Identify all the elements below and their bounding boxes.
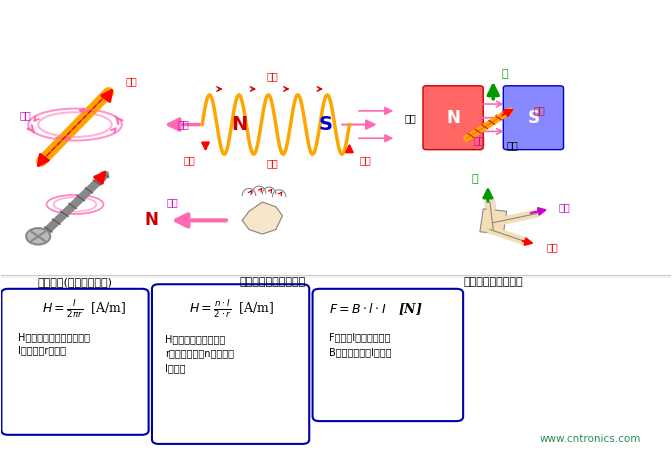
- Polygon shape: [243, 202, 282, 234]
- Text: 电流: 电流: [360, 155, 371, 165]
- FancyBboxPatch shape: [1, 289, 149, 435]
- FancyBboxPatch shape: [503, 86, 564, 150]
- Text: 磁通: 磁通: [166, 197, 178, 207]
- Text: 磁通: 磁通: [474, 135, 486, 146]
- Text: 线圈因电流产生的磁通: 线圈因电流产生的磁通: [239, 277, 306, 287]
- Text: F：力，I：导线的长度: F：力，I：导线的长度: [329, 332, 390, 341]
- Text: H：中心的磁场强度、: H：中心的磁场强度、: [165, 334, 226, 344]
- Text: r：线圈半径、n：匝数、: r：线圈半径、n：匝数、: [165, 348, 235, 358]
- Text: www.cntronics.com: www.cntronics.com: [540, 434, 641, 444]
- Text: 磁通: 磁通: [19, 111, 32, 120]
- Text: 电流: 电流: [125, 76, 137, 86]
- FancyBboxPatch shape: [152, 284, 309, 444]
- Text: B：磁通密度，I：电流: B：磁通密度，I：电流: [329, 347, 392, 357]
- Text: N: N: [446, 109, 460, 127]
- Text: $F=B \cdot l \cdot I$   [N]: $F=B \cdot l \cdot I$ [N]: [329, 302, 423, 317]
- Text: N: N: [231, 115, 247, 134]
- Text: 磁铁: 磁铁: [405, 113, 417, 123]
- Text: 电流: 电流: [183, 155, 196, 165]
- Text: 力: 力: [472, 174, 478, 185]
- Text: 磁通: 磁通: [177, 119, 189, 129]
- Text: 导线: 导线: [507, 140, 518, 150]
- Text: N: N: [144, 212, 159, 230]
- Circle shape: [26, 228, 50, 245]
- Text: 基于弗莱明左手定则: 基于弗莱明左手定则: [464, 277, 523, 287]
- FancyBboxPatch shape: [312, 289, 463, 421]
- Polygon shape: [480, 209, 507, 234]
- Text: I：电流: I：电流: [165, 363, 186, 373]
- Text: S: S: [528, 109, 540, 127]
- Text: $H = \frac{n \cdot I}{2 \cdot r}$  [A/m]: $H = \frac{n \cdot I}{2 \cdot r}$ [A/m]: [189, 298, 274, 320]
- Text: S: S: [319, 115, 333, 134]
- Text: H：同心圆上的磁场强度、: H：同心圆上的磁场强度、: [18, 332, 90, 341]
- Text: 电流: 电流: [546, 242, 558, 252]
- Text: I：电流、r：半径: I：电流、r：半径: [18, 346, 66, 355]
- Text: 力: 力: [502, 69, 509, 79]
- Text: 电流: 电流: [267, 72, 278, 82]
- Text: $H = \frac{I}{2\pi r}$  [A/m]: $H = \frac{I}{2\pi r}$ [A/m]: [42, 298, 126, 320]
- Text: 电流: 电流: [534, 105, 545, 115]
- Text: 安培定则(右手螺旋定则): 安培定则(右手螺旋定则): [38, 277, 112, 287]
- Text: 磁通: 磁通: [559, 202, 571, 213]
- Text: 电流: 电流: [267, 158, 278, 168]
- FancyBboxPatch shape: [423, 86, 483, 150]
